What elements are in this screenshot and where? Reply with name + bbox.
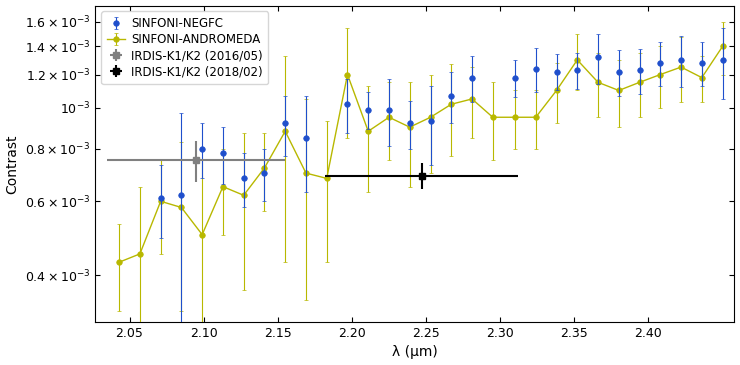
X-axis label: λ (μm): λ (μm) <box>392 345 438 360</box>
Legend: SINFONI-NEGFC, SINFONI-ANDROMEDA, IRDIS-K1/K2 (2016/05), IRDIS-K1/K2 (2018/02): SINFONI-NEGFC, SINFONI-ANDROMEDA, IRDIS-… <box>101 11 269 84</box>
Y-axis label: Contrast: Contrast <box>6 134 19 193</box>
